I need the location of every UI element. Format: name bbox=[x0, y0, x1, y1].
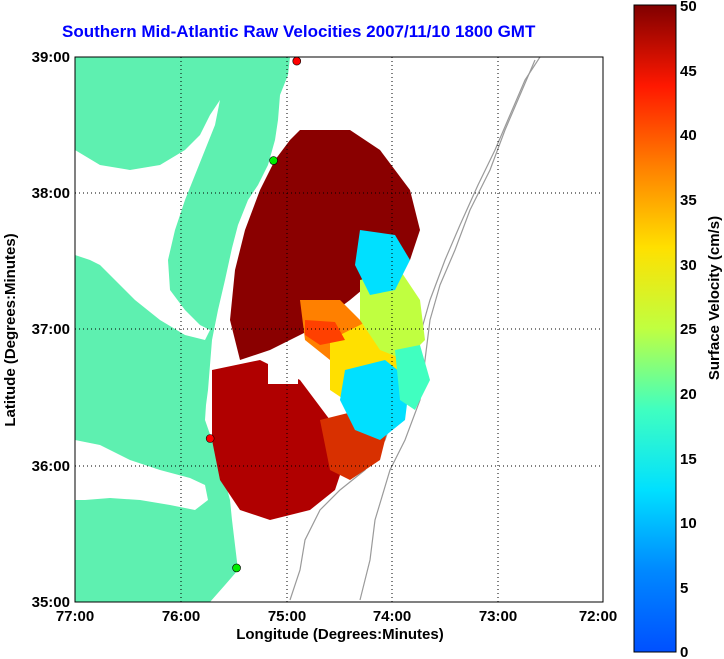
x-tick-label: 72:00 bbox=[579, 608, 617, 625]
y-tick-label: 37:00 bbox=[32, 321, 70, 338]
colorbar-ticks: 50 45 40 35 30 25 20 15 10 5 0 bbox=[680, 0, 697, 659]
colorbar-tick-label: 15 bbox=[680, 451, 697, 468]
colorbar-tick-label: 40 bbox=[680, 127, 697, 144]
colorbar-tick-label: 5 bbox=[680, 580, 688, 597]
colorbar-tick-label: 50 bbox=[680, 0, 697, 15]
y-tick-label: 35:00 bbox=[32, 594, 70, 611]
station-markers bbox=[205, 56, 302, 573]
bathymetry-contour bbox=[359, 59, 536, 601]
y-tick-label: 39:00 bbox=[32, 49, 70, 66]
colorbar-tick-label: 45 bbox=[680, 63, 697, 80]
colorbar-label: Surface Velocity (cm/s) bbox=[706, 216, 723, 380]
station-marker bbox=[292, 56, 302, 66]
x-tick-label: 76:00 bbox=[162, 608, 200, 625]
colorbar bbox=[633, 4, 677, 653]
velocity-field bbox=[212, 130, 430, 520]
y-tick-labels: 39:00 38:00 37:00 36:00 35:00 bbox=[32, 49, 70, 611]
x-tick-label: 77:00 bbox=[56, 608, 94, 625]
map-title: Southern Mid-Atlantic Raw Velocities 200… bbox=[62, 22, 536, 41]
x-tick-labels: 77:00 76:00 75:00 74:00 73:00 72:00 bbox=[56, 608, 617, 625]
x-axis-label: Longitude (Degrees:Minutes) bbox=[236, 626, 444, 643]
station-marker bbox=[205, 434, 215, 443]
x-tick-label: 75:00 bbox=[268, 608, 306, 625]
station-marker bbox=[232, 563, 241, 573]
y-axis-label: Latitude (Degrees:Minutes) bbox=[2, 233, 19, 426]
grid-lines bbox=[75, 57, 603, 602]
x-tick-label: 74:00 bbox=[373, 608, 411, 625]
colorbar-tick-label: 20 bbox=[680, 386, 697, 403]
colorbar-tick-label: 25 bbox=[680, 321, 697, 338]
x-tick-label: 73:00 bbox=[479, 608, 517, 625]
colorbar-tick-label: 10 bbox=[680, 515, 697, 532]
station-marker bbox=[269, 156, 278, 165]
chesapeake-bay bbox=[75, 100, 220, 340]
plot-frame bbox=[74, 56, 604, 603]
y-tick-label: 36:00 bbox=[32, 458, 70, 475]
sound-inlet bbox=[75, 440, 208, 510]
colorbar-tick-label: 30 bbox=[680, 257, 697, 274]
y-tick-label: 38:00 bbox=[32, 185, 70, 202]
colorbar-tick-label: 35 bbox=[680, 192, 697, 209]
colorbar-tick-label: 0 bbox=[680, 644, 688, 659]
